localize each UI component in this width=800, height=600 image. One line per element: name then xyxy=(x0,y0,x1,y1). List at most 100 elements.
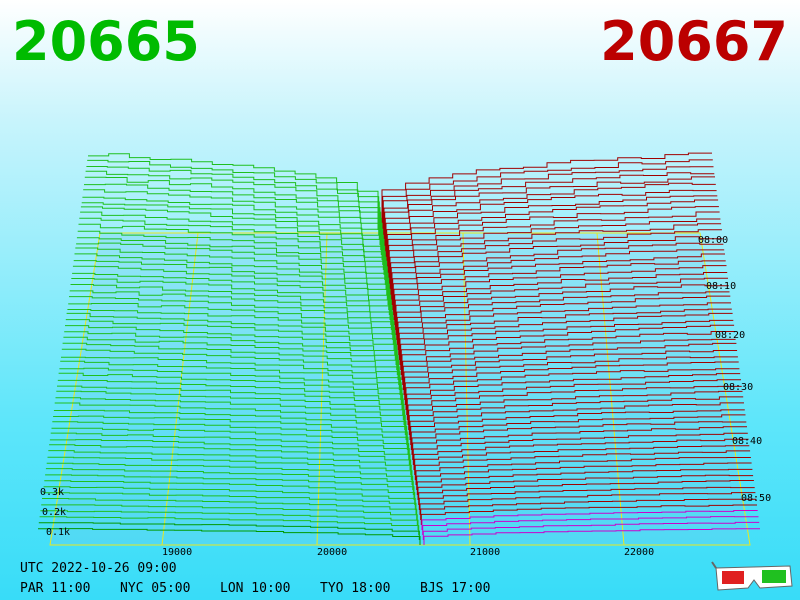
time-label: 08:00 xyxy=(698,235,728,246)
depth-line xyxy=(408,396,744,435)
depth-line xyxy=(82,196,384,265)
depth-line xyxy=(417,474,754,500)
depth-line xyxy=(420,498,757,520)
depth-line xyxy=(59,367,403,410)
depth-line xyxy=(57,385,405,425)
depth-line xyxy=(410,414,746,450)
depth-line xyxy=(84,183,382,255)
depth-line xyxy=(47,456,413,485)
depth-line xyxy=(49,439,411,470)
depth-line xyxy=(55,397,406,435)
depth-line xyxy=(46,462,414,490)
depth-line xyxy=(388,218,721,285)
depth-line xyxy=(74,253,390,315)
depth-line xyxy=(70,284,394,340)
depth-line xyxy=(391,242,724,305)
depth-line xyxy=(392,249,725,310)
depth-line xyxy=(85,170,381,245)
depth-line xyxy=(418,486,755,510)
depth-line xyxy=(80,206,385,275)
depth-line xyxy=(393,260,726,320)
depth-line xyxy=(63,336,400,385)
depth-line xyxy=(49,444,412,475)
price-label: 20000 xyxy=(317,547,347,558)
utc-time: UTC 2022-10-26 09:00 xyxy=(20,561,177,576)
depth-line xyxy=(64,331,399,380)
depth-label: 0.1k xyxy=(46,527,70,538)
price-axis: 19000 20000 21000 22000 xyxy=(162,547,654,558)
depth-line xyxy=(40,510,419,530)
depth-line xyxy=(423,528,760,545)
depth-line xyxy=(420,504,757,525)
depth-line xyxy=(69,296,395,350)
depth-line xyxy=(412,426,747,460)
depth-line xyxy=(404,361,739,405)
depth-line xyxy=(50,432,410,465)
depth-line xyxy=(398,302,731,355)
clock: NYC 05:00 xyxy=(120,581,190,596)
bid-price: 20665 xyxy=(12,10,200,73)
depth-line xyxy=(382,166,714,240)
depth-label: 0.2k xyxy=(42,507,66,518)
clock: PAR 11:00 xyxy=(20,581,90,596)
depth-line xyxy=(404,356,738,400)
depth-line xyxy=(406,379,741,420)
depth-line xyxy=(76,237,388,300)
clock: TYO 18:00 xyxy=(320,581,390,596)
depth-line xyxy=(45,468,414,495)
depth-line xyxy=(382,159,713,235)
depth-line xyxy=(77,230,388,295)
depth-line xyxy=(72,265,392,325)
depth-line xyxy=(66,312,397,365)
depth-line xyxy=(60,360,402,405)
time-label: 08:30 xyxy=(723,382,753,393)
ask-price: 20667 xyxy=(600,10,788,73)
depth-line xyxy=(384,176,715,250)
depth-line xyxy=(68,303,396,355)
depth-line xyxy=(42,492,417,515)
depth-line xyxy=(403,350,738,395)
depth-line xyxy=(80,211,386,280)
3d-glasses-button[interactable] xyxy=(711,561,793,591)
depth-line xyxy=(394,265,727,325)
depth-line xyxy=(38,528,421,545)
depth-line xyxy=(83,189,383,260)
depth-line xyxy=(406,373,741,415)
depth-line xyxy=(58,372,404,415)
depth-line xyxy=(410,409,745,445)
depth-line xyxy=(416,468,753,495)
depth-line xyxy=(54,402,407,440)
depth-line xyxy=(414,450,751,480)
depth-line xyxy=(396,284,729,340)
depth-line xyxy=(67,309,396,360)
depth-line xyxy=(413,438,749,470)
depth-line xyxy=(86,166,380,240)
depth-line xyxy=(383,172,715,245)
depth-line xyxy=(75,247,390,310)
depth-line xyxy=(402,342,737,390)
depth-line xyxy=(48,450,412,480)
footer: UTC 2022-10-26 09:00 PAR 11:00 NYC 05:00… xyxy=(20,561,490,596)
depth-line xyxy=(409,402,744,440)
depth-line xyxy=(78,223,387,290)
depth-line xyxy=(398,308,732,360)
depth-line xyxy=(39,516,420,535)
depth-line xyxy=(42,498,418,520)
depth-label: 0.3k xyxy=(40,487,64,498)
time-axis: 08:00 08:10 08:20 08:30 08:40 08:50 xyxy=(698,235,771,504)
depth-line xyxy=(76,242,389,305)
depth-line xyxy=(38,522,420,540)
clock: LON 10:00 xyxy=(220,581,290,596)
depth-line xyxy=(57,379,404,420)
depth-line xyxy=(415,457,751,485)
depth-line xyxy=(71,278,393,335)
depth-line xyxy=(422,521,760,540)
depth-line xyxy=(381,152,712,230)
depth-line xyxy=(43,486,416,510)
depth-line xyxy=(389,223,722,290)
depth-line xyxy=(408,390,743,430)
time-label: 08:50 xyxy=(741,493,771,504)
depth-line xyxy=(394,272,728,330)
